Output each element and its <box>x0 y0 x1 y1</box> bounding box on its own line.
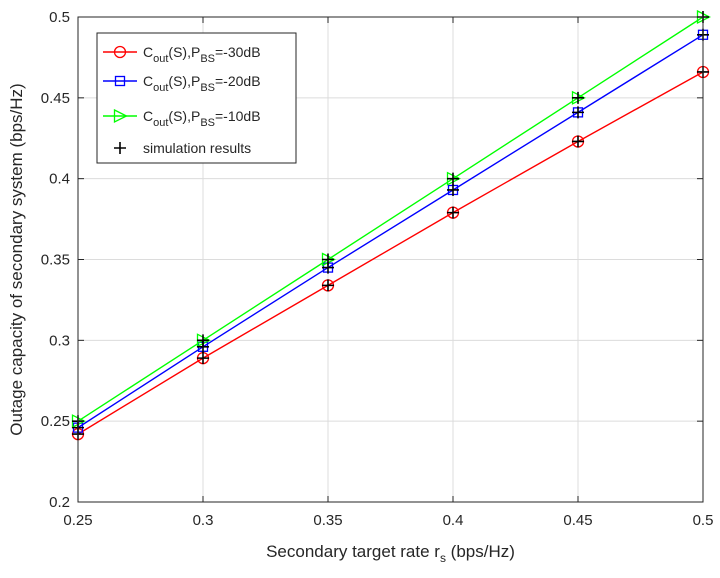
y-tick-label: 0.3 <box>49 332 70 349</box>
simulation-point <box>322 279 334 292</box>
legend-entry: Cout(S),PBS=-10dB <box>103 108 261 129</box>
x-tick-label: 0.45 <box>563 512 592 529</box>
legend-box <box>96 32 297 164</box>
y-tick-label: 0.5 <box>49 9 70 26</box>
simulation-point <box>322 253 334 266</box>
legend-entry: simulation results <box>114 140 251 156</box>
legend-entry: Cout(S),PBS=-20dB <box>103 73 261 94</box>
grid <box>78 17 703 502</box>
y-tick-label: 0.2 <box>49 494 70 511</box>
x-tick-label: 0.3 <box>193 512 214 529</box>
x-tick-label: 0.5 <box>693 512 714 529</box>
x-tick-label: 0.35 <box>313 512 342 529</box>
simulation-point <box>572 135 584 148</box>
y-tick-label: 0.35 <box>41 252 70 269</box>
simulation-point <box>447 172 459 185</box>
series-line <box>77 16 704 422</box>
simulation-point <box>447 183 459 196</box>
legend-label: Cout(S),PBS=-30dB <box>143 44 261 65</box>
legend-entry: Cout(S),PBS=-30dB <box>103 44 261 65</box>
y-tick-label: 0.25 <box>41 413 70 430</box>
legend-label: Cout(S),PBS=-10dB <box>143 108 261 129</box>
ticks: 0.25 0.3 0.35 0.4 0.45 0.50.20.250.30.350.40.… <box>41 9 714 529</box>
x-axis-label-subscript: s <box>440 551 446 565</box>
x-axis-label: Secondary target rate rs (bps/Hz) <box>266 542 515 565</box>
x-tick-label: 0.25 <box>63 512 92 529</box>
y-axis-label: Outage capacity of secondary system (bps… <box>7 83 26 435</box>
y-tick-label: 0.45 <box>41 90 70 107</box>
legend-marker <box>114 75 126 87</box>
simulation-point <box>197 352 209 365</box>
simulation-point <box>197 334 209 347</box>
series-line <box>77 71 704 435</box>
legend-label: simulation results <box>143 140 251 156</box>
legend-marker <box>113 108 128 124</box>
series-line <box>77 34 704 429</box>
x-tick-label: 0.4 <box>443 512 464 529</box>
simulation-point <box>447 206 459 219</box>
legend-marker <box>114 142 126 154</box>
legend-marker <box>113 45 127 59</box>
legend: Cout(S),PBS=-30dB Cout(S),PBS=-20dB Cout(S… <box>96 32 297 164</box>
simulation-point <box>572 106 584 119</box>
simulation-point <box>572 91 584 104</box>
y-tick-label: 0.4 <box>49 171 70 188</box>
legend-label: Cout(S),PBS=-20dB <box>143 73 261 94</box>
